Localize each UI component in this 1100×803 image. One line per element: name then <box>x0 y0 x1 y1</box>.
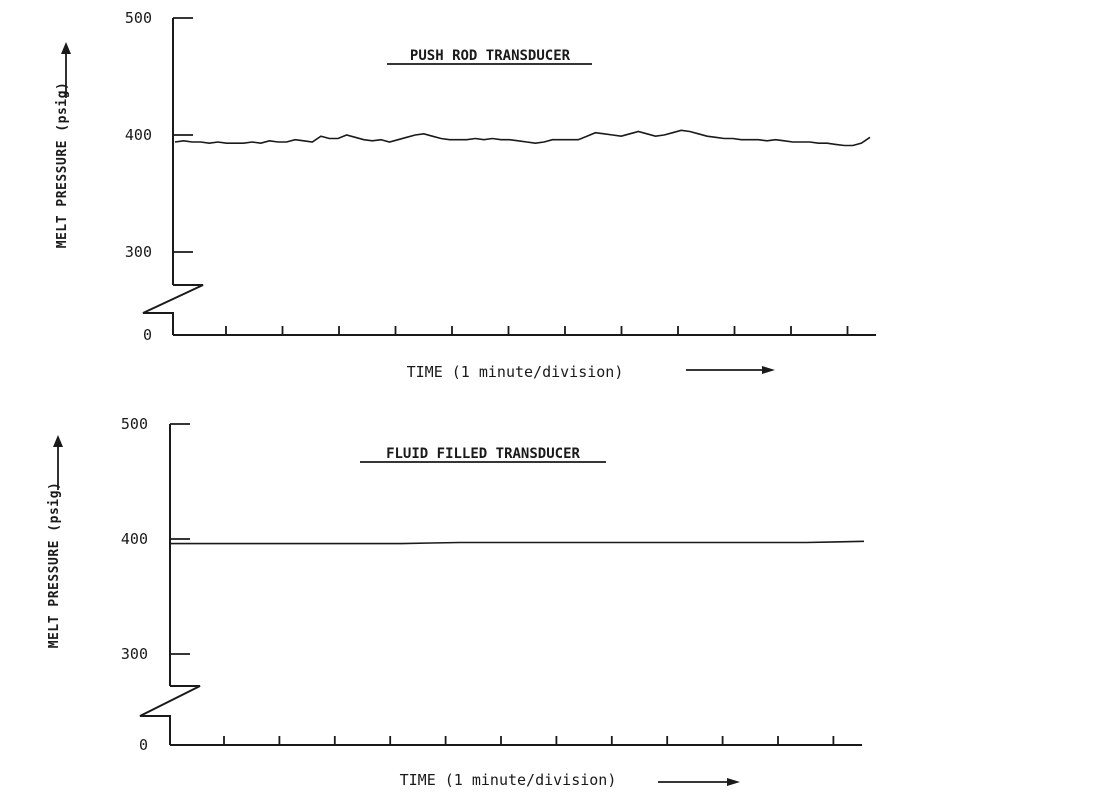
series-line <box>174 129 871 147</box>
series-line <box>171 540 865 545</box>
chart-title: PUSH ROD TRANSDUCER <box>410 48 571 64</box>
y-axis-label: MELT PRESSURE (psig) <box>47 482 62 649</box>
axis-break <box>139 685 201 745</box>
y-tick-label: 0 <box>139 736 148 754</box>
y-tick-label: 500 <box>125 9 152 27</box>
y-tick-label: 300 <box>121 645 148 663</box>
y-tick-label: 400 <box>121 530 148 548</box>
chart-title: FLUID FILLED TRANSDUCER <box>386 446 580 462</box>
y-arrow <box>53 435 63 490</box>
y-tick-label: 400 <box>125 126 152 144</box>
x-arrow <box>658 778 740 786</box>
x-axis-label: TIME (1 minute/division) <box>400 771 617 789</box>
x-axis-label: TIME (1 minute/division) <box>407 363 624 381</box>
y-axis-label: MELT PRESSURE (psig) <box>55 82 70 249</box>
y-arrow <box>61 42 71 98</box>
push-rod-chart: PUSH ROD TRANSDUCER TIME (1 minute/divis… <box>55 9 876 381</box>
x-arrow <box>686 366 775 374</box>
y-tick-label: 500 <box>121 415 148 433</box>
y-tick-label: 300 <box>125 243 152 261</box>
y-tick-label: 0 <box>143 326 152 344</box>
axis-break <box>142 284 204 335</box>
fluid-filled-chart: FLUID FILLED TRANSDUCER TIME (1 minute/d… <box>47 415 865 789</box>
